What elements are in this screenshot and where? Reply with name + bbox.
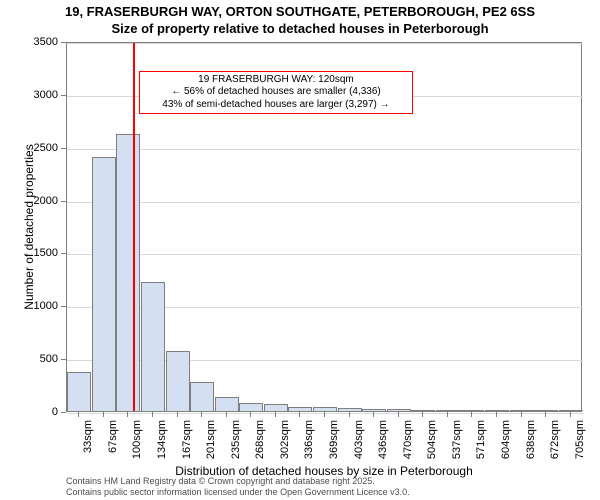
histogram-bar <box>485 410 509 411</box>
histogram-bar <box>338 408 362 411</box>
chart-title-line2: Size of property relative to detached ho… <box>0 21 600 37</box>
y-tick-label: 3500 <box>0 36 58 48</box>
x-tick-label: 336sqm <box>303 420 315 459</box>
histogram-bar <box>510 410 534 411</box>
y-tick-mark <box>61 306 66 307</box>
x-tick-mark <box>373 412 374 417</box>
histogram-bar <box>215 397 239 411</box>
y-tick-label: 1500 <box>0 247 58 259</box>
x-tick-label: 571sqm <box>475 420 487 459</box>
plot-area: 19 FRASERBURGH WAY: 120sqm← 56% of detac… <box>66 42 582 412</box>
gridline <box>67 202 583 203</box>
x-tick-mark <box>226 412 227 417</box>
y-tick-label: 2000 <box>0 195 58 207</box>
histogram-bar <box>313 407 337 411</box>
histogram-bar <box>239 403 263 411</box>
x-tick-mark <box>78 412 79 417</box>
x-tick-mark <box>471 412 472 417</box>
x-tick-label: 33sqm <box>82 420 94 453</box>
y-tick-label: 0 <box>0 406 58 418</box>
chart-title-line1: 19, FRASERBURGH WAY, ORTON SOUTHGATE, PE… <box>0 4 600 20</box>
x-tick-label: 537sqm <box>451 420 463 459</box>
annotation-line: ← 56% of detached houses are smaller (4,… <box>146 86 405 99</box>
x-tick-mark <box>250 412 251 417</box>
gridline <box>67 254 583 255</box>
histogram-bar <box>387 409 411 411</box>
y-tick-mark <box>61 412 66 413</box>
annotation-box: 19 FRASERBURGH WAY: 120sqm← 56% of detac… <box>139 71 412 115</box>
x-tick-mark <box>152 412 153 417</box>
histogram-bar <box>116 134 140 411</box>
x-tick-label: 470sqm <box>402 420 414 459</box>
x-tick-mark <box>201 412 202 417</box>
x-tick-mark <box>103 412 104 417</box>
x-tick-label: 100sqm <box>131 420 143 459</box>
histogram-bar <box>67 372 91 411</box>
histogram-bar <box>166 351 190 411</box>
y-tick-mark <box>61 148 66 149</box>
x-tick-mark <box>398 412 399 417</box>
y-tick-mark <box>61 253 66 254</box>
x-tick-mark <box>422 412 423 417</box>
histogram-bar <box>362 409 386 411</box>
x-tick-label: 134sqm <box>156 420 168 459</box>
histogram-bar <box>534 410 558 411</box>
y-tick-label: 500 <box>0 353 58 365</box>
histogram-bar <box>559 410 583 411</box>
footer-line2: Contains public sector information licen… <box>66 487 410 497</box>
y-tick-mark <box>61 201 66 202</box>
x-tick-label: 638sqm <box>525 420 537 459</box>
histogram-bar <box>141 282 165 411</box>
x-tick-label: 235sqm <box>230 420 242 459</box>
x-tick-mark <box>299 412 300 417</box>
gridline <box>67 413 583 414</box>
x-tick-label: 604sqm <box>500 420 512 459</box>
x-tick-label: 201sqm <box>205 420 217 459</box>
x-tick-label: 67sqm <box>107 420 119 453</box>
chart-root: { "title": { "line1": "19, FRASERBURGH W… <box>0 0 600 500</box>
y-tick-mark <box>61 42 66 43</box>
x-tick-label: 302sqm <box>279 420 291 459</box>
histogram-bar <box>92 157 116 411</box>
histogram-bar <box>288 407 312 411</box>
y-tick-label: 3000 <box>0 89 58 101</box>
histogram-bar <box>411 410 435 411</box>
x-tick-label: 268sqm <box>254 420 266 459</box>
histogram-bar <box>264 404 288 411</box>
x-tick-mark <box>570 412 571 417</box>
x-tick-mark <box>349 412 350 417</box>
y-tick-mark <box>61 95 66 96</box>
x-tick-mark <box>177 412 178 417</box>
property-marker-line <box>133 43 135 411</box>
x-tick-mark <box>447 412 448 417</box>
annotation-line: 43% of semi-detached houses are larger (… <box>146 99 405 112</box>
x-tick-label: 403sqm <box>353 420 365 459</box>
gridline <box>67 43 583 44</box>
x-tick-label: 167sqm <box>181 420 193 459</box>
x-tick-mark <box>545 412 546 417</box>
x-tick-mark <box>521 412 522 417</box>
y-tick-label: 1000 <box>0 300 58 312</box>
histogram-bar <box>460 410 484 411</box>
x-tick-mark <box>496 412 497 417</box>
y-tick-mark <box>61 359 66 360</box>
x-tick-label: 504sqm <box>426 420 438 459</box>
x-tick-mark <box>324 412 325 417</box>
y-tick-label: 2500 <box>0 142 58 154</box>
x-tick-label: 705sqm <box>574 420 586 459</box>
x-tick-mark <box>127 412 128 417</box>
x-tick-label: 436sqm <box>377 420 389 459</box>
x-tick-mark <box>275 412 276 417</box>
x-tick-label: 672sqm <box>549 420 561 459</box>
histogram-bar <box>436 410 460 411</box>
gridline <box>67 149 583 150</box>
histogram-bar <box>190 382 214 411</box>
x-tick-label: 369sqm <box>328 420 340 459</box>
footer-line1: Contains HM Land Registry data © Crown c… <box>66 476 375 486</box>
annotation-line: 19 FRASERBURGH WAY: 120sqm <box>146 74 405 87</box>
